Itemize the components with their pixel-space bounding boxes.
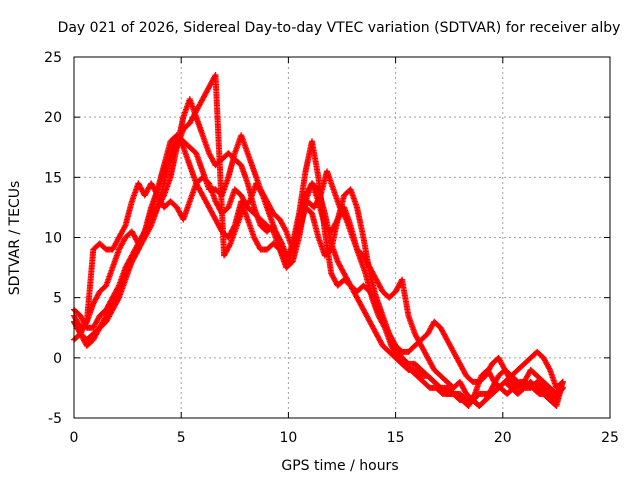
data-point bbox=[316, 193, 323, 200]
data-point bbox=[115, 296, 122, 303]
data-point bbox=[381, 323, 388, 330]
chart-title: Day 021 of 2026, Sidereal Day-to-day VTE… bbox=[58, 20, 621, 36]
plot-frame bbox=[73, 56, 611, 419]
data-point bbox=[121, 223, 128, 230]
y-tick-label: 20 bbox=[44, 110, 62, 126]
x-tick-label: 0 bbox=[70, 430, 79, 446]
data-point bbox=[258, 191, 265, 198]
x-axis-label: GPS time / hours bbox=[281, 458, 398, 474]
y-tick-label: 5 bbox=[53, 291, 62, 307]
data-point bbox=[179, 142, 186, 149]
data-point bbox=[546, 365, 553, 372]
y-tick-label: 15 bbox=[44, 170, 62, 186]
y-axis-label: SDTVAR / TECUs bbox=[7, 181, 23, 296]
data-point bbox=[559, 384, 566, 391]
x-tick-label: 10 bbox=[279, 430, 297, 446]
data-point bbox=[173, 145, 180, 152]
x-tick-label: 25 bbox=[601, 430, 619, 446]
data-point bbox=[558, 386, 565, 393]
x-tick-label: 20 bbox=[494, 430, 512, 446]
x-tick-label: 15 bbox=[387, 430, 405, 446]
series-trace-3 bbox=[71, 96, 566, 403]
tick-labels: 0 5 10 15 20 25 -5 0 5 10 15 20 25 bbox=[44, 50, 619, 446]
data-point bbox=[282, 227, 289, 234]
data-point bbox=[342, 215, 349, 222]
x-tick-label: 5 bbox=[177, 430, 186, 446]
plot-data-area bbox=[71, 72, 566, 409]
series-trace-5 bbox=[71, 72, 566, 409]
data-point bbox=[559, 378, 566, 385]
y-tick-label: 10 bbox=[44, 231, 62, 247]
data-point bbox=[278, 239, 285, 246]
grid-lines bbox=[74, 57, 610, 418]
data-point bbox=[226, 241, 233, 248]
data-point bbox=[134, 247, 141, 254]
y-tick-label: 0 bbox=[53, 351, 62, 367]
data-point bbox=[471, 392, 478, 399]
y-tick-label: 25 bbox=[44, 50, 62, 66]
y-tick-label: -5 bbox=[48, 411, 62, 427]
